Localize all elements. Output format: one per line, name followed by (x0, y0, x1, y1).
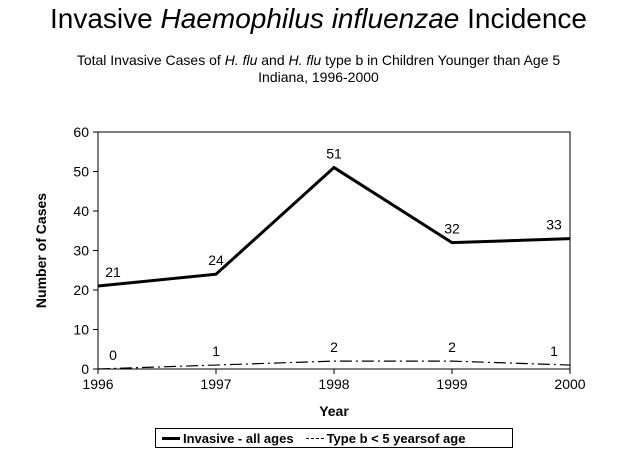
data-label: 24 (208, 252, 224, 268)
y-tick-label: 20 (73, 282, 89, 298)
data-label: 2 (448, 339, 456, 355)
y-axis-title: Number of Cases (33, 193, 49, 308)
x-tick-label: 2000 (554, 376, 585, 392)
y-tick-label: 10 (73, 322, 89, 338)
chart-marks (97, 165, 571, 370)
x-tick-label: 1999 (436, 376, 467, 392)
y-tick-label: 50 (73, 164, 89, 180)
data-label: 32 (444, 221, 460, 237)
x-axis-title: Year (319, 403, 349, 419)
x-tick-label: 1996 (82, 376, 113, 392)
data-label: 1 (550, 343, 558, 359)
legend-label-invasive: Invasive - all ages (183, 430, 294, 446)
series-line-type-b (97, 360, 571, 370)
y-tick-label: 30 (73, 243, 89, 259)
data-label: 51 (326, 146, 342, 162)
data-label: 21 (105, 264, 121, 280)
series-line-invasive (97, 165, 571, 288)
data-label: 1 (212, 343, 220, 359)
chart-title: Invasive Haemophilus influenzae Incidenc… (50, 3, 587, 34)
data-label: 2 (330, 339, 338, 355)
legend: Invasive - all ages Type b < 5 yearsof a… (155, 428, 513, 448)
y-tick-label: 40 (73, 203, 89, 219)
data-label: 0 (109, 347, 117, 363)
x-tick-label: 1997 (200, 376, 231, 392)
subtitle-line-2: Indiana, 1996-2000 (258, 69, 379, 85)
legend-swatch-solid (162, 436, 180, 440)
legend-label-type-b: Type b < 5 yearsof age (326, 430, 466, 446)
legend-item-type-b: Type b < 5 yearsof age (294, 430, 466, 446)
data-label: 33 (546, 217, 562, 233)
y-tick-label: 60 (73, 124, 89, 140)
x-tick-label: 1998 (318, 376, 349, 392)
subtitle-line-1: Total Invasive Cases of H. flu and H. fl… (76, 52, 561, 68)
legend-item-invasive: Invasive - all ages (156, 431, 294, 446)
legend-swatch-dash (305, 437, 324, 439)
y-tick-label: 0 (81, 361, 89, 377)
chart-subtitle: Total Invasive Cases of H. flu and H. fl… (0, 52, 637, 86)
